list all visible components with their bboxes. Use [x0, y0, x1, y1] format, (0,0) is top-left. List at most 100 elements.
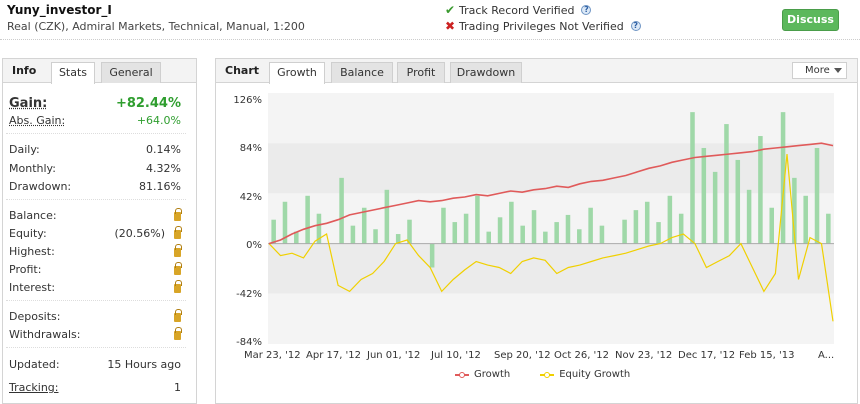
stat-equity: Equity: (20.56%)	[9, 226, 182, 243]
check-icon: ✔	[445, 3, 456, 17]
divider	[6, 347, 186, 348]
daily-bar	[633, 210, 639, 244]
legend-growth[interactable]: Growth	[455, 369, 510, 380]
daily-bar	[339, 177, 344, 244]
tab-balance[interactable]: Balance	[331, 62, 393, 83]
growth-chart[interactable]	[268, 93, 834, 344]
x-tick-label: Jun 01, '12	[367, 350, 421, 361]
account-header: Yuny_investor_I Real (CZK), Admiral Mark…	[0, 0, 860, 40]
daily-bar	[463, 213, 469, 244]
y-tick-label: 0%	[246, 240, 262, 251]
daily-bar	[395, 234, 401, 244]
account-name[interactable]: Yuny_investor_I	[7, 3, 112, 17]
daily-bar	[441, 207, 446, 244]
grid-band	[268, 293, 834, 344]
stat-interest: Interest:	[9, 280, 182, 297]
x-tick-label: Apr 17, '12	[306, 350, 362, 361]
daily-bar	[690, 112, 695, 244]
account-description: Real (CZK), Admiral Markets, Technical, …	[7, 20, 305, 33]
y-tick-label: 84%	[239, 143, 262, 154]
daily-bar	[746, 189, 752, 244]
drawdown-value: 81.16%	[139, 180, 181, 193]
x-tick-label: Nov 23, '12	[615, 350, 673, 361]
daily-bar	[373, 229, 378, 244]
chart-tabbar: Chart Growth Balance Profit Drawdown Mor…	[216, 59, 857, 84]
abs-gain-label[interactable]: Abs. Gain:	[9, 114, 66, 127]
daily-bar	[577, 229, 582, 244]
stat-monthly: Monthly: 4.32%	[9, 162, 181, 178]
daily-bar	[452, 222, 458, 244]
trading-privileges-label: Trading Privileges Not Verified	[459, 19, 624, 33]
monthly-label: Monthly:	[9, 162, 56, 175]
daily-bar	[712, 171, 718, 244]
daily-bar	[622, 219, 627, 244]
daily-label: Daily:	[9, 143, 40, 156]
stat-daily: Daily: 0.14%	[9, 143, 181, 159]
x-tick-label: A...	[818, 350, 835, 361]
daily-bar	[758, 136, 763, 244]
help-icon[interactable]: ?	[630, 21, 641, 31]
daily-bar	[701, 147, 707, 244]
trading-privileges-status: ✖ Trading Privileges Not Verified ?	[445, 19, 641, 33]
stat-abs-gain: Abs. Gain: +64.0%	[9, 114, 181, 130]
daily-bar	[497, 217, 503, 244]
grid-band	[268, 243, 834, 294]
grid-band	[268, 143, 834, 194]
tracking-label[interactable]: Tracking:	[9, 381, 59, 394]
daily-bar	[429, 243, 435, 268]
daily-bar	[780, 112, 786, 244]
more-dropdown[interactable]: More	[792, 62, 847, 79]
daily-bar	[735, 159, 741, 244]
chevron-down-icon	[834, 68, 842, 73]
stat-updated: Updated: 15 Hours ago	[9, 358, 181, 374]
y-tick-label: -84%	[236, 337, 262, 348]
daily-bar	[656, 222, 661, 244]
tab-drawdown[interactable]: Drawdown	[450, 62, 522, 83]
balance-label: Balance:	[9, 209, 57, 222]
legend-swatch	[540, 371, 555, 378]
daily-bar	[667, 195, 673, 244]
stat-drawdown: Drawdown: 81.16%	[9, 180, 181, 196]
daily-bar	[599, 225, 605, 244]
legend-equity-growth[interactable]: Equity Growth	[540, 369, 630, 380]
equity-label: Equity:	[9, 227, 47, 240]
stat-highest: Highest:	[9, 244, 182, 261]
y-tick-label: 42%	[239, 192, 262, 203]
daily-bar	[350, 225, 356, 244]
discuss-button[interactable]: Discuss	[782, 9, 839, 31]
tab-profit[interactable]: Profit	[397, 62, 445, 83]
y-tick-label: -42%	[236, 289, 262, 300]
equity-growth-line	[268, 153, 834, 322]
x-tick-label: Oct 26, '12	[554, 350, 610, 361]
tab-stats[interactable]: Stats	[51, 62, 95, 84]
daily-bar	[475, 195, 480, 244]
stat-profit: Profit:	[9, 262, 182, 279]
daily-bar	[361, 207, 367, 244]
updated-label: Updated:	[9, 358, 60, 371]
help-icon[interactable]: ?	[581, 5, 592, 15]
lock-icon	[174, 309, 182, 325]
x-tick-label: Sep 20, '12	[494, 350, 551, 361]
daily-bar	[520, 225, 525, 244]
withdrawals-label: Withdrawals:	[9, 328, 81, 341]
info-panel-title: Info	[12, 64, 37, 77]
profit-label: Profit:	[9, 263, 42, 276]
tab-general[interactable]: General	[101, 62, 161, 83]
x-tick-label: Dec 17, '12	[678, 350, 736, 361]
lock-icon	[174, 244, 182, 260]
tab-growth[interactable]: Growth	[269, 62, 325, 84]
daily-bar	[384, 189, 390, 244]
x-tick-label: Mar 23, '12	[244, 350, 301, 361]
lock-icon	[174, 280, 182, 296]
daily-bar	[588, 207, 593, 244]
daily-bar	[305, 195, 310, 244]
chart-legend: Growth Equity Growth	[455, 369, 630, 380]
daily-bar	[826, 213, 831, 244]
daily-bar	[543, 231, 548, 244]
daily-bar	[407, 219, 412, 244]
daily-bar	[644, 201, 650, 244]
info-panel: Info Stats General	[2, 58, 197, 404]
deposits-label: Deposits:	[9, 310, 61, 323]
gain-label[interactable]: Gain:	[9, 96, 48, 111]
track-record-status: ✔ Track Record Verified ?	[445, 3, 592, 17]
